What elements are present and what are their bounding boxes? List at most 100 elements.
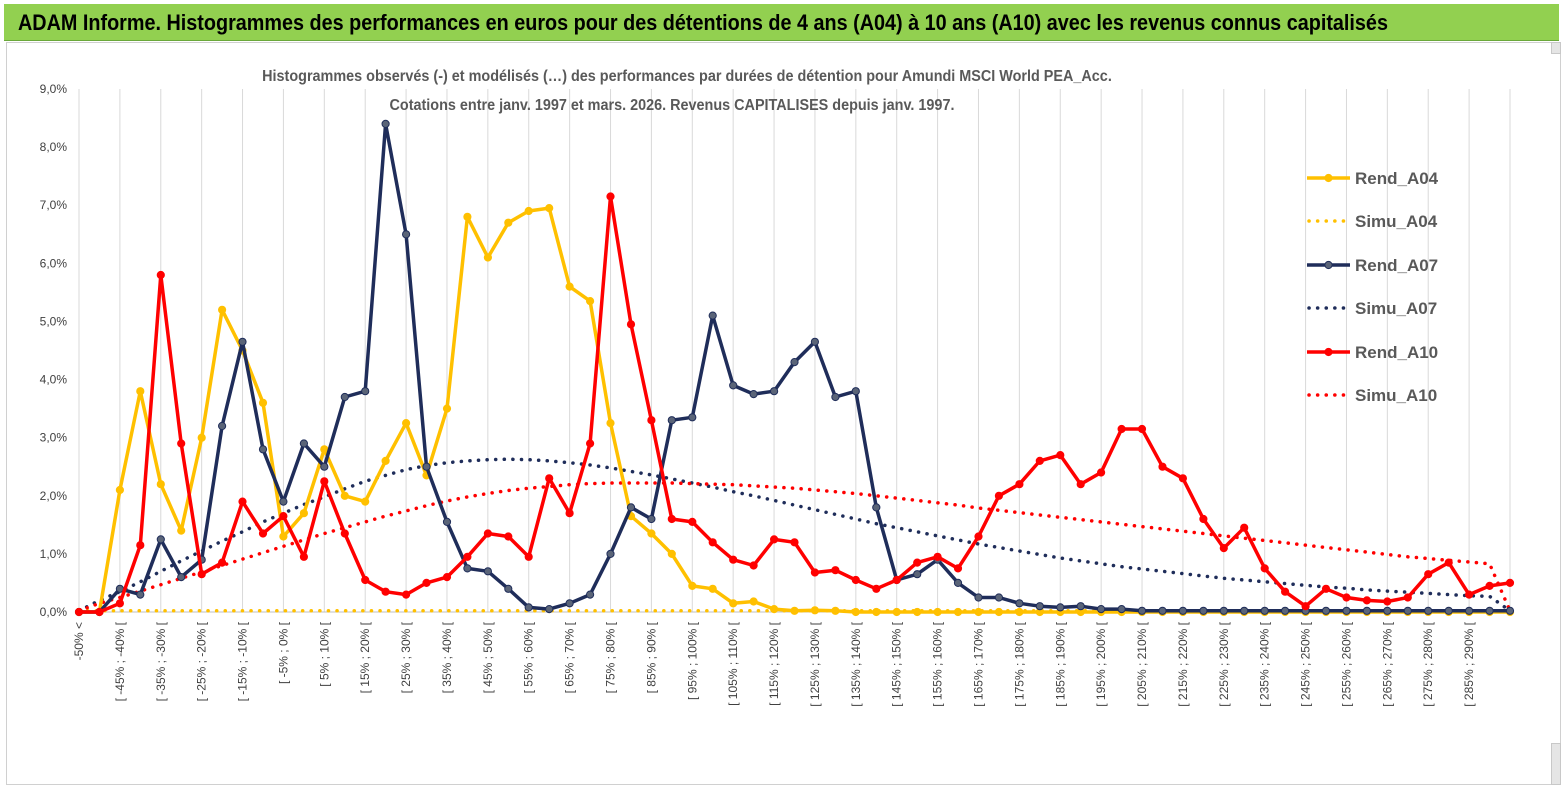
data-point-rend-a07 (340, 392, 349, 402)
data-point-rend-a04 (258, 398, 268, 407)
data-point-rend-a10 (197, 570, 206, 579)
data-point-rend-a07 (708, 311, 717, 320)
data-point-rend-a04 (688, 581, 697, 591)
data-point-rend-a04 (361, 497, 370, 506)
legend-label-simu-a07: Simu_A07 (1355, 299, 1437, 318)
report-banner: ADAM Informe. Histogrammes des performan… (4, 4, 1559, 41)
resize-handle-top-right[interactable] (1551, 42, 1561, 54)
data-point-rend-a04 (810, 606, 820, 615)
data-point-rend-a10 (1117, 424, 1126, 434)
data-point-rend-a07 (238, 337, 247, 346)
resize-handle-bottom-right[interactable] (1551, 743, 1561, 785)
data-point-rend-a10 (831, 566, 840, 575)
y-tick-label: 6,0% (40, 256, 68, 270)
data-point-rend-a07 (1076, 602, 1085, 611)
x-tick-label: [ 205% ; 210% [ (1135, 621, 1149, 706)
data-point-rend-a10 (586, 439, 595, 448)
series-line-rend-a04 (79, 206, 1510, 614)
data-point-rend-a10 (729, 555, 738, 564)
x-tick-label: [ 95% ; 100% [ (685, 621, 699, 700)
data-point-rend-a10 (156, 270, 165, 280)
data-point-rend-a04 (770, 605, 779, 614)
data-point-rend-a07 (1485, 606, 1494, 615)
data-point-rend-a04 (872, 607, 881, 617)
data-point-rend-a07 (504, 584, 513, 593)
data-point-rend-a07 (790, 358, 799, 367)
x-tick-label: [ -25% ; -20% [ (195, 621, 209, 701)
x-tick-label: [ 115% ; 120% [ (767, 621, 781, 705)
data-point-rend-a04 (402, 419, 411, 428)
x-tick-label: [ 265% ; 270% [ (1380, 621, 1394, 706)
data-point-rend-a10 (913, 558, 922, 567)
data-point-rend-a10 (238, 497, 247, 506)
data-point-rend-a10 (1505, 578, 1515, 588)
data-point-rend-a10 (361, 575, 370, 585)
data-point-rend-a10 (667, 514, 676, 524)
series-line-rend-a10 (79, 194, 1511, 614)
legend-marker-rend-a04 (1324, 173, 1333, 183)
data-point-rend-a04 (463, 212, 472, 221)
data-point-rend-a10 (340, 529, 349, 538)
data-point-rend-a10 (892, 575, 901, 585)
legend-label-rend-a10: Rend_A10 (1355, 343, 1438, 362)
x-tick-label: [ 55% ; 60% [ (522, 621, 536, 693)
data-point-rend-a07 (626, 503, 636, 512)
data-point-rend-a10 (770, 535, 779, 544)
x-tick-label: [ 35% ; 40% [ (440, 621, 454, 693)
data-point-rend-a07 (688, 413, 697, 422)
data-point-rend-a10 (851, 575, 860, 585)
data-point-rend-a04 (851, 607, 860, 617)
x-tick-label: [ 285% ; 290% [ (1462, 621, 1476, 706)
legend-label-simu-a10: Simu_A10 (1355, 386, 1437, 405)
data-point-rend-a10 (1403, 593, 1412, 602)
data-point-rend-a04 (749, 597, 758, 606)
data-point-rend-a10 (422, 578, 431, 588)
data-point-rend-a10 (1097, 468, 1106, 477)
data-point-rend-a07 (177, 573, 186, 582)
data-point-rend-a04 (831, 606, 840, 615)
data-point-rend-a07 (1465, 606, 1474, 615)
data-point-rend-a07 (872, 503, 881, 512)
chart-legend: Rend_A04 Simu_A04 Rend_A07 Simu_A07 Rend_A10… (1307, 169, 1439, 405)
x-tick-label: -50% < (72, 622, 86, 660)
data-point-rend-a10 (708, 538, 717, 547)
chart-area: 0,0% 1,0% 2,0% 3,0% 4,0% 5,0% 6,0% 7,0% 8,0% 9,0%… (6, 42, 1561, 785)
data-point-rend-a07 (524, 603, 533, 612)
data-point-rend-a10 (1240, 523, 1249, 532)
data-point-rend-a10 (1342, 593, 1351, 602)
data-point-rend-a07 (1035, 602, 1044, 611)
data-point-rend-a07 (1342, 606, 1351, 615)
data-point-rend-a04 (790, 606, 799, 615)
data-point-rend-a07 (1117, 605, 1126, 614)
data-point-rend-a07 (647, 514, 656, 524)
x-tick-label: [ 245% ; 250% [ (1299, 621, 1313, 706)
data-point-rend-a07 (770, 387, 779, 396)
data-point-rend-a10 (810, 568, 820, 577)
data-point-rend-a07 (1097, 605, 1106, 614)
data-point-rend-a07 (586, 590, 595, 599)
x-tick-label: [ 75% ; 80% [ (604, 621, 618, 693)
data-point-rend-a10 (320, 477, 329, 486)
data-point-rend-a10 (1158, 462, 1167, 471)
data-point-rend-a07 (1199, 606, 1208, 615)
y-tick-label: 0,0% (40, 605, 68, 619)
y-tick-label: 2,0% (40, 489, 68, 503)
data-point-rend-a04 (177, 526, 186, 535)
data-point-rend-a07 (279, 497, 288, 506)
data-point-rend-a07 (1444, 606, 1453, 615)
data-point-rend-a07 (1362, 606, 1372, 615)
data-point-rend-a07 (1240, 606, 1249, 615)
data-point-rend-a04 (483, 253, 492, 262)
data-point-rend-a10 (1444, 558, 1453, 567)
data-point-rend-a07 (320, 462, 329, 471)
data-point-rend-a07 (483, 567, 492, 576)
data-point-rend-a07 (831, 392, 840, 402)
data-point-rend-a07 (1056, 603, 1065, 612)
y-tick-label: 1,0% (40, 547, 68, 561)
data-point-rend-a04 (933, 607, 942, 617)
data-point-rend-a07 (422, 462, 431, 471)
y-tick-label: 5,0% (40, 314, 68, 328)
data-point-rend-a10 (606, 192, 615, 201)
data-point-rend-a04 (115, 485, 125, 495)
